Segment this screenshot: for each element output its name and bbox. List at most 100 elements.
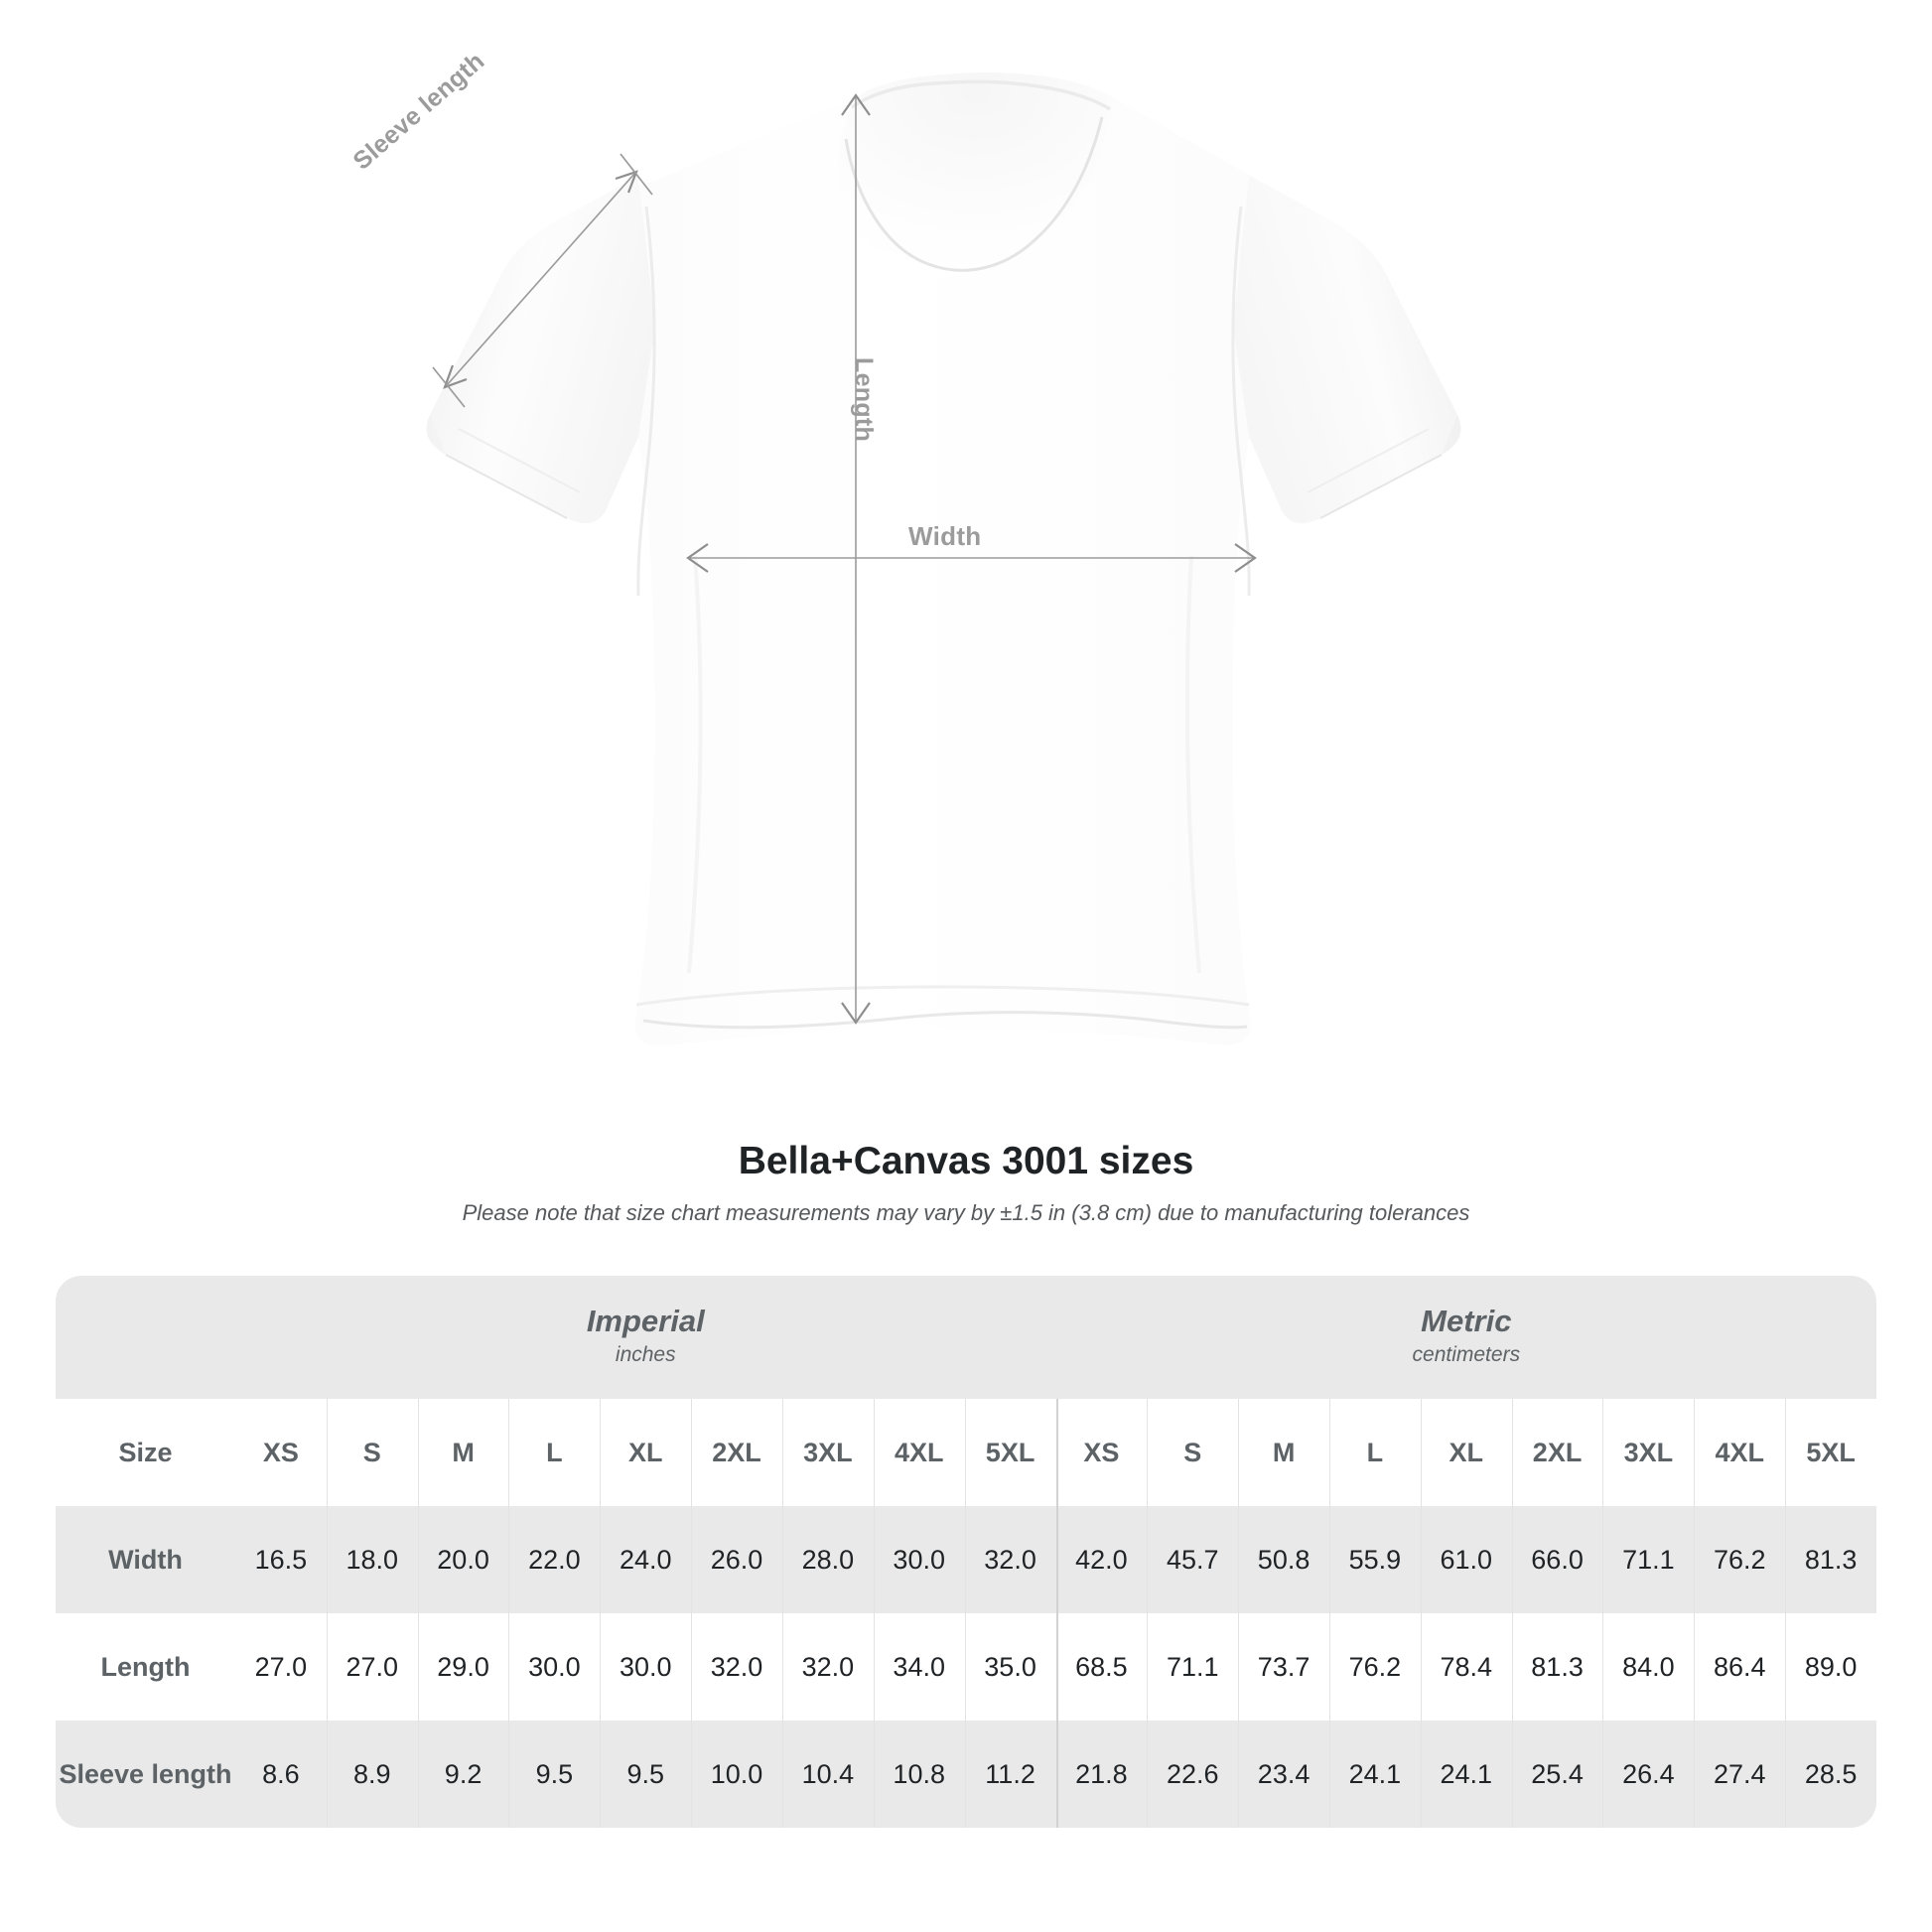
size-header-cell-xs-metric: XS: [1055, 1399, 1148, 1506]
cell-sleeve-length-l-metric: 24.1: [1329, 1721, 1421, 1828]
cell-sleeve-length-xs-metric: 21.8: [1055, 1721, 1148, 1828]
size-header-cell-m-metric: M: [1238, 1399, 1329, 1506]
cell-width-5xl-metric: 81.3: [1785, 1506, 1876, 1613]
left-armhole-seam: [636, 206, 656, 597]
cell-sleeve-length-xl-metric: 24.1: [1420, 1721, 1512, 1828]
cell-sleeve-length-xl-imperial: 9.5: [600, 1721, 692, 1828]
cell-sleeve-length-5xl-imperial: 11.2: [964, 1721, 1056, 1828]
size-header-cell-xs-imperial: XS: [235, 1399, 327, 1506]
cell-length-xl-imperial: 30.0: [600, 1613, 692, 1721]
size-header-cell-s-imperial: S: [326, 1399, 418, 1506]
cell-length-l-imperial: 30.0: [508, 1613, 601, 1721]
size-header-cell-4xl-imperial: 4XL: [873, 1399, 965, 1506]
cell-width-5xl-imperial: 32.0: [964, 1506, 1056, 1613]
cell-width-l-metric: 55.9: [1329, 1506, 1421, 1613]
size-header-cell-3xl-imperial: 3XL: [781, 1399, 874, 1506]
table-row: Length 27.0 27.0 29.0 30.0 30.0 32.0 32.0 34.0 35…: [56, 1613, 1876, 1721]
cell-sleeve-length-xs-imperial: 8.6: [235, 1721, 327, 1828]
shirt-garment-shape: [426, 72, 1461, 1046]
cell-length-m-metric: 73.7: [1238, 1613, 1329, 1721]
cell-width-xs-imperial: 16.5: [235, 1506, 327, 1613]
fabric-fold: [687, 555, 703, 974]
cell-length-3xl-imperial: 32.0: [781, 1613, 874, 1721]
cell-sleeve-length-2xl-metric: 25.4: [1511, 1721, 1603, 1828]
unit-group-name: Metric: [1421, 1304, 1512, 1339]
cell-length-4xl-imperial: 34.0: [873, 1613, 965, 1721]
unit-group-name: Imperial: [586, 1304, 705, 1339]
cell-length-3xl-metric: 84.0: [1602, 1613, 1695, 1721]
tolerance-note: Please note that size chart measurements…: [462, 1199, 1470, 1225]
unit-banner-row: Imperial inches Metric centimeters: [56, 1276, 1876, 1399]
cell-width-2xl-imperial: 26.0: [691, 1506, 782, 1613]
cell-length-s-imperial: 27.0: [326, 1613, 418, 1721]
cell-length-5xl-imperial: 35.0: [964, 1613, 1056, 1721]
cell-length-l-metric: 76.2: [1329, 1613, 1421, 1721]
cell-length-m-imperial: 29.0: [417, 1613, 509, 1721]
size-chart-table-container: Imperial inches Metric centimeters Size XS S M L…: [56, 1276, 1876, 1828]
bottom-hem-fold: [642, 1011, 1248, 1030]
cell-width-3xl-metric: 71.1: [1602, 1506, 1695, 1613]
cell-sleeve-length-s-metric: 22.6: [1147, 1721, 1239, 1828]
row-label-sleeve-length: Sleeve length: [56, 1721, 235, 1828]
unit-banner-spacer: [56, 1276, 235, 1399]
cell-sleeve-length-m-metric: 23.4: [1238, 1721, 1329, 1828]
row-label-width: Width: [56, 1506, 235, 1613]
width-dimension-arrow: [686, 543, 1257, 573]
cell-width-l-imperial: 22.0: [508, 1506, 601, 1613]
cell-width-m-metric: 50.8: [1238, 1506, 1329, 1613]
size-header-cell-2xl-imperial: 2XL: [691, 1399, 782, 1506]
right-sleeve-hem: [1319, 454, 1443, 519]
size-header-cell-l-imperial: L: [508, 1399, 601, 1506]
cell-width-3xl-imperial: 28.0: [781, 1506, 874, 1613]
page-title: Bella+Canvas 3001 sizes: [738, 1140, 1194, 1182]
cell-length-2xl-imperial: 32.0: [691, 1613, 782, 1721]
cell-sleeve-length-4xl-metric: 27.4: [1694, 1721, 1786, 1828]
cell-width-xs-metric: 42.0: [1055, 1506, 1148, 1613]
length-dimension-arrow: [841, 93, 871, 1025]
size-header-cell-l-metric: L: [1329, 1399, 1421, 1506]
cell-sleeve-length-3xl-metric: 26.4: [1602, 1721, 1695, 1828]
table-row: Sleeve length 8.6 8.9 9.2 9.5 9.5 10.0 10.4 10.8…: [56, 1721, 1876, 1828]
size-chart-table: Imperial inches Metric centimeters Size XS S M L…: [56, 1276, 1876, 1828]
length-arrow-up: [841, 93, 871, 116]
cell-length-xs-imperial: 27.0: [235, 1613, 327, 1721]
tshirt-figure: Sleeve length Length Width: [347, 47, 1461, 1046]
collar-inner-edge: [844, 116, 1104, 272]
cell-length-xl-metric: 78.4: [1420, 1613, 1512, 1721]
sleeve-tick-start: [432, 366, 466, 408]
unit-group-header-imperial: Imperial inches: [235, 1276, 1056, 1399]
cell-sleeve-length-s-imperial: 8.9: [326, 1721, 418, 1828]
width-arrow-right: [1234, 543, 1257, 573]
size-header-cell-s-metric: S: [1147, 1399, 1239, 1506]
cell-length-xs-metric: 68.5: [1055, 1613, 1148, 1721]
cell-sleeve-length-5xl-metric: 28.5: [1785, 1721, 1876, 1828]
left-sleeve: [430, 176, 655, 524]
table-row: Width 16.5 18.0 20.0 22.0 24.0 26.0 28.0 30.0 32.…: [56, 1506, 1876, 1613]
cell-width-2xl-metric: 66.0: [1511, 1506, 1603, 1613]
cell-width-xl-imperial: 24.0: [600, 1506, 692, 1613]
cell-width-4xl-metric: 76.2: [1694, 1506, 1786, 1613]
length-arrow-down: [841, 1002, 871, 1025]
size-header-cell-5xl-metric: 5XL: [1785, 1399, 1876, 1506]
cell-length-4xl-metric: 86.4: [1694, 1613, 1786, 1721]
length-annotation-label: Length: [850, 357, 878, 443]
cell-width-s-metric: 45.7: [1147, 1506, 1239, 1613]
width-arrow-left: [686, 543, 709, 573]
tshirt-illustration: [426, 72, 1461, 1046]
size-header-cell-m-imperial: M: [417, 1399, 509, 1506]
collar-rib-top: [850, 79, 1111, 111]
bottom-hem-line: [635, 985, 1250, 1007]
row-label-length: Length: [56, 1613, 235, 1721]
cell-width-s-imperial: 18.0: [326, 1506, 418, 1613]
cell-length-5xl-metric: 89.0: [1785, 1613, 1876, 1721]
sleeve-arrow-start: [443, 364, 468, 389]
cell-width-xl-metric: 61.0: [1420, 1506, 1512, 1613]
unit-group-subtitle: centimeters: [1412, 1343, 1521, 1367]
cell-width-m-imperial: 20.0: [417, 1506, 509, 1613]
width-annotation-label: Width: [908, 521, 982, 551]
cell-sleeve-length-2xl-imperial: 10.0: [691, 1721, 782, 1828]
sleeve-length-dimension-arrow: [432, 153, 653, 408]
right-sleeve: [1233, 176, 1457, 524]
chart-heading-block: Bella+Canvas 3001 sizes Please note that…: [0, 1140, 1932, 1226]
size-header-cell-xl-imperial: XL: [600, 1399, 692, 1506]
